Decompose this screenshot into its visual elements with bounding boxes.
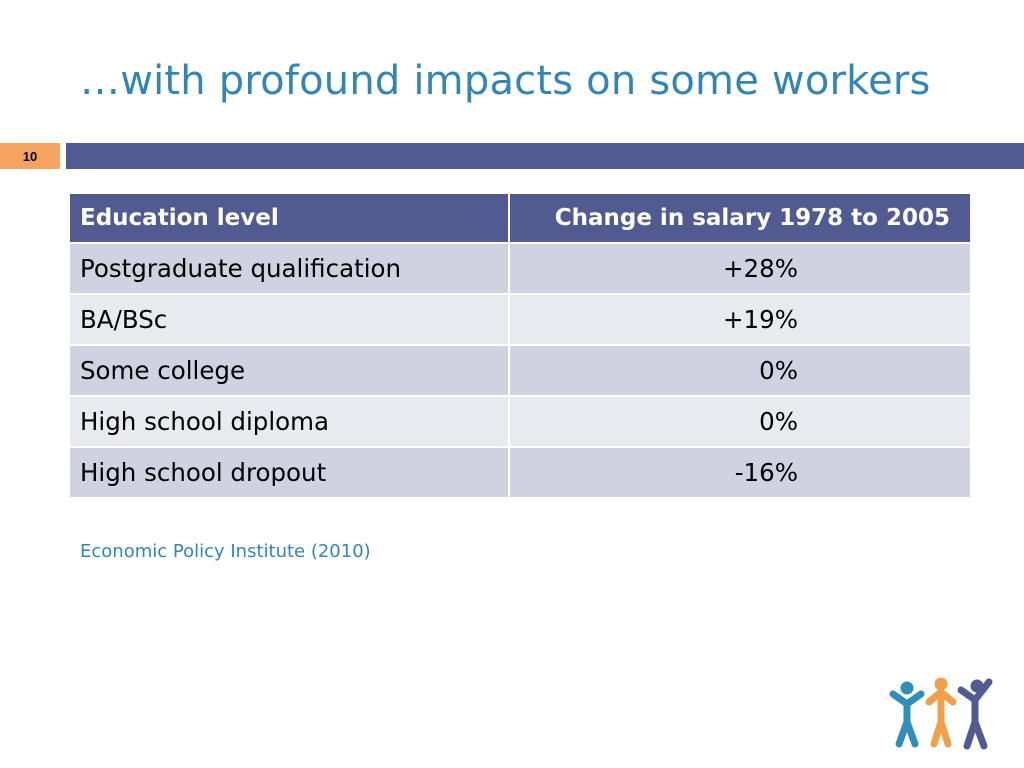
slide-number: 10 xyxy=(0,143,60,169)
table-row: High school diploma 0% xyxy=(68,395,972,448)
person-figure-orange xyxy=(925,687,957,748)
cell-salary-change: 0% xyxy=(508,395,972,448)
title-band xyxy=(66,143,1024,169)
header-education-level: Education level xyxy=(68,192,510,244)
cell-education-level: High school dropout xyxy=(68,446,510,499)
cell-salary-change: -16% xyxy=(508,446,972,499)
table-header-row: Education level Change in salary 1978 to… xyxy=(68,192,972,244)
cell-education-level: Some college xyxy=(68,344,510,397)
cell-salary-change: 0% xyxy=(508,344,972,397)
person-figure-blue xyxy=(889,690,925,748)
three-people-icon xyxy=(889,677,993,750)
cell-salary-change: +19% xyxy=(508,293,972,346)
salary-change-table: Education level Change in salary 1978 to… xyxy=(68,192,972,499)
cell-education-level: Postgraduate qualification xyxy=(68,242,510,295)
table-row: BA/BSc +19% xyxy=(68,293,972,346)
cell-education-level: BA/BSc xyxy=(68,293,510,346)
source-citation: Economic Policy Institute (2010) xyxy=(80,541,371,562)
header-salary-change: Change in salary 1978 to 2005 xyxy=(508,192,972,244)
table-row: Postgraduate qualification +28% xyxy=(68,242,972,295)
cell-education-level: High school diploma xyxy=(68,395,510,448)
slide-title: …with profound impacts on some workers xyxy=(80,58,931,104)
person-figure-navy xyxy=(957,678,993,750)
table-row: High school dropout -16% xyxy=(68,446,972,499)
cell-salary-change: +28% xyxy=(508,242,972,295)
table-row: Some college 0% xyxy=(68,344,972,397)
